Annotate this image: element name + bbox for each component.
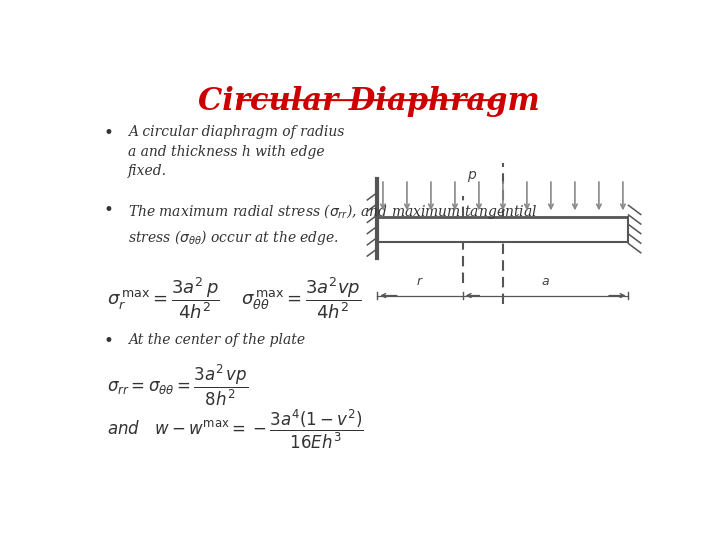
Text: •: • [104,333,114,350]
Text: $\mathit{and}\quad w - w^{\mathrm{max}} = -\dfrac{3a^4(1-v^2)}{16Eh^3}$: $\mathit{and}\quad w - w^{\mathrm{max}} … [107,408,364,451]
Text: $r$: $r$ [416,275,424,288]
Text: •: • [104,202,114,219]
Text: $\sigma_{rr} = \sigma_{\theta\theta} = \dfrac{3a^2\,vp}{8h^2}$: $\sigma_{rr} = \sigma_{\theta\theta} = \… [107,362,248,408]
Text: The maximum radial stress ($\sigma_{rr}$), and maximum tangential
stress ($\sigm: The maximum radial stress ($\sigma_{rr}$… [128,202,537,247]
Text: $\sigma_{r}^{\,\mathrm{max}} = \dfrac{3a^2\,p}{4h^2}$: $\sigma_{r}^{\,\mathrm{max}} = \dfrac{3a… [107,275,219,321]
Text: Circular Diaphragm: Circular Diaphragm [198,85,540,117]
Text: $\sigma_{\theta\theta}^{\,\mathrm{max}} = \dfrac{3a^2 vp}{4h^2}$: $\sigma_{\theta\theta}^{\,\mathrm{max}} … [240,275,361,321]
Text: A circular diaphragm of radius
a and thickness h with edge
fixed.: A circular diaphragm of radius a and thi… [128,125,344,178]
Text: $a$: $a$ [541,275,550,288]
Text: At the center of the plate: At the center of the plate [128,333,305,347]
Text: •: • [104,125,114,142]
Text: $p$: $p$ [467,168,477,184]
